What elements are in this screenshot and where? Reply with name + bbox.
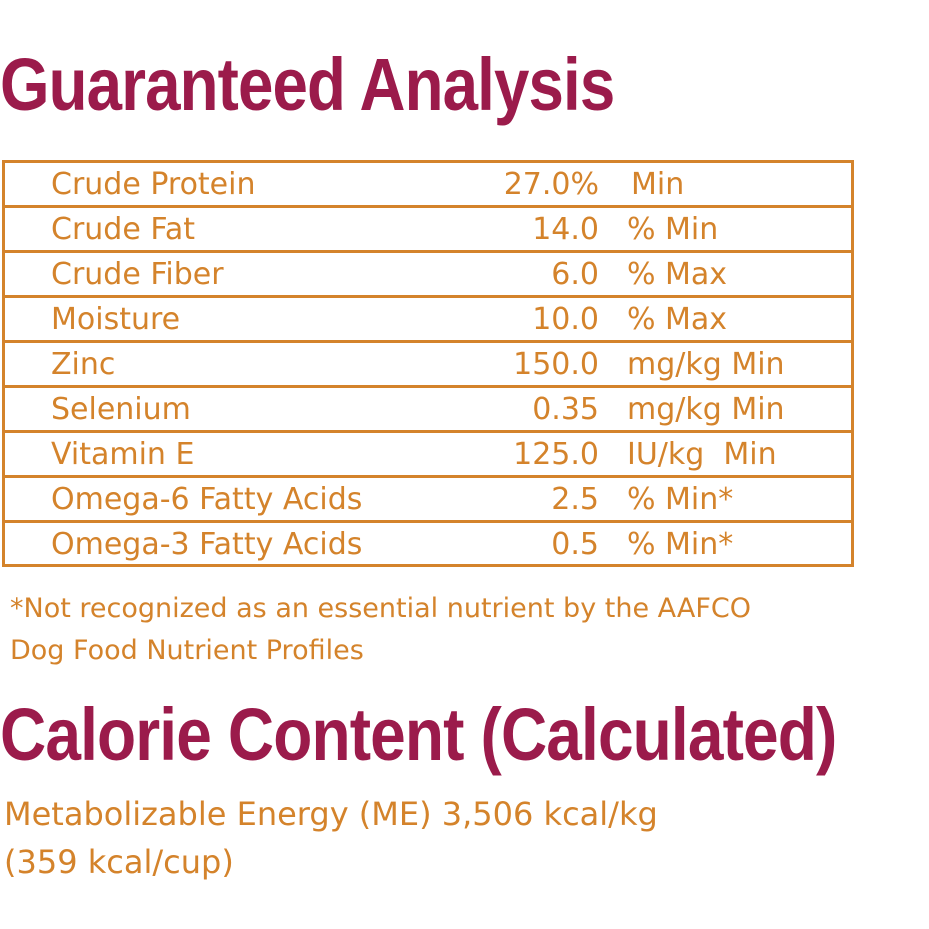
nutrient-name: Vitamin E	[51, 437, 195, 472]
nutrient-name: Crude Protein	[51, 167, 256, 202]
nutrient-name: Zinc	[51, 347, 116, 382]
nutrient-unit: % Min*	[627, 482, 734, 517]
footnote: *Not recognized as an essential nutrient…	[10, 588, 920, 672]
nutrient-value: 27.0%	[503, 167, 599, 202]
nutrient-value: 6.0	[551, 257, 599, 292]
energy-per-cup: (359 kcal/cup)	[4, 843, 234, 881]
table-row: Moisture 10.0 % Max	[5, 298, 851, 343]
nutrient-name: Crude Fat	[51, 212, 195, 247]
table-row: Omega-6 Fatty Acids 2.5 % Min*	[5, 478, 851, 523]
nutrient-name: Moisture	[51, 302, 181, 337]
nutrient-unit: mg/kg Min	[627, 347, 785, 382]
table-row: Selenium 0.35 mg/kg Min	[5, 388, 851, 433]
nutrient-unit: % Min	[627, 212, 719, 247]
nutrient-name: Selenium	[51, 392, 191, 427]
table-row: Vitamin E 125.0 IU/kg Min	[5, 433, 851, 478]
nutrient-name: Crude Fiber	[51, 257, 224, 292]
energy-per-kg: Metabolizable Energy (ME) 3,506 kcal/kg	[4, 795, 658, 833]
nutrient-value: 0.35	[532, 392, 599, 427]
nutrient-value: 14.0	[532, 212, 599, 247]
calorie-content-title: Calorie Content (Calculated)	[0, 693, 837, 776]
footnote-line: Dog Food Nutrient Profiles	[10, 635, 364, 666]
table-row: Crude Fat 14.0 % Min	[5, 208, 851, 253]
nutrient-unit: % Max	[627, 257, 728, 292]
nutrient-value: 2.5	[551, 482, 599, 517]
nutrient-unit: % Min*	[627, 527, 734, 562]
guaranteed-analysis-title: Guaranteed Analysis	[0, 43, 615, 126]
nutrient-name: Omega-6 Fatty Acids	[51, 482, 363, 517]
guaranteed-analysis-table: Crude Protein 27.0% Min Crude Fat 14.0 %…	[2, 160, 854, 567]
nutrient-unit: mg/kg Min	[627, 392, 785, 427]
table-row: Crude Fiber 6.0 % Max	[5, 253, 851, 298]
nutrient-value: 10.0	[532, 302, 599, 337]
metabolizable-energy: Metabolizable Energy (ME) 3,506 kcal/kg …	[4, 790, 658, 886]
nutrient-value: 150.0	[513, 347, 599, 382]
nutrient-value: 125.0	[513, 437, 599, 472]
nutrient-name: Omega-3 Fatty Acids	[51, 527, 363, 562]
table-row: Crude Protein 27.0% Min	[5, 163, 851, 208]
nutrient-value: 0.5	[551, 527, 599, 562]
footnote-line: *Not recognized as an essential nutrient…	[10, 593, 751, 624]
nutrient-unit: Min	[631, 167, 685, 202]
table-row: Zinc 150.0 mg/kg Min	[5, 343, 851, 388]
nutrient-unit: % Max	[627, 302, 728, 337]
nutrient-unit: IU/kg Min	[627, 437, 777, 472]
table-row: Omega-3 Fatty Acids 0.5 % Min*	[5, 523, 851, 564]
